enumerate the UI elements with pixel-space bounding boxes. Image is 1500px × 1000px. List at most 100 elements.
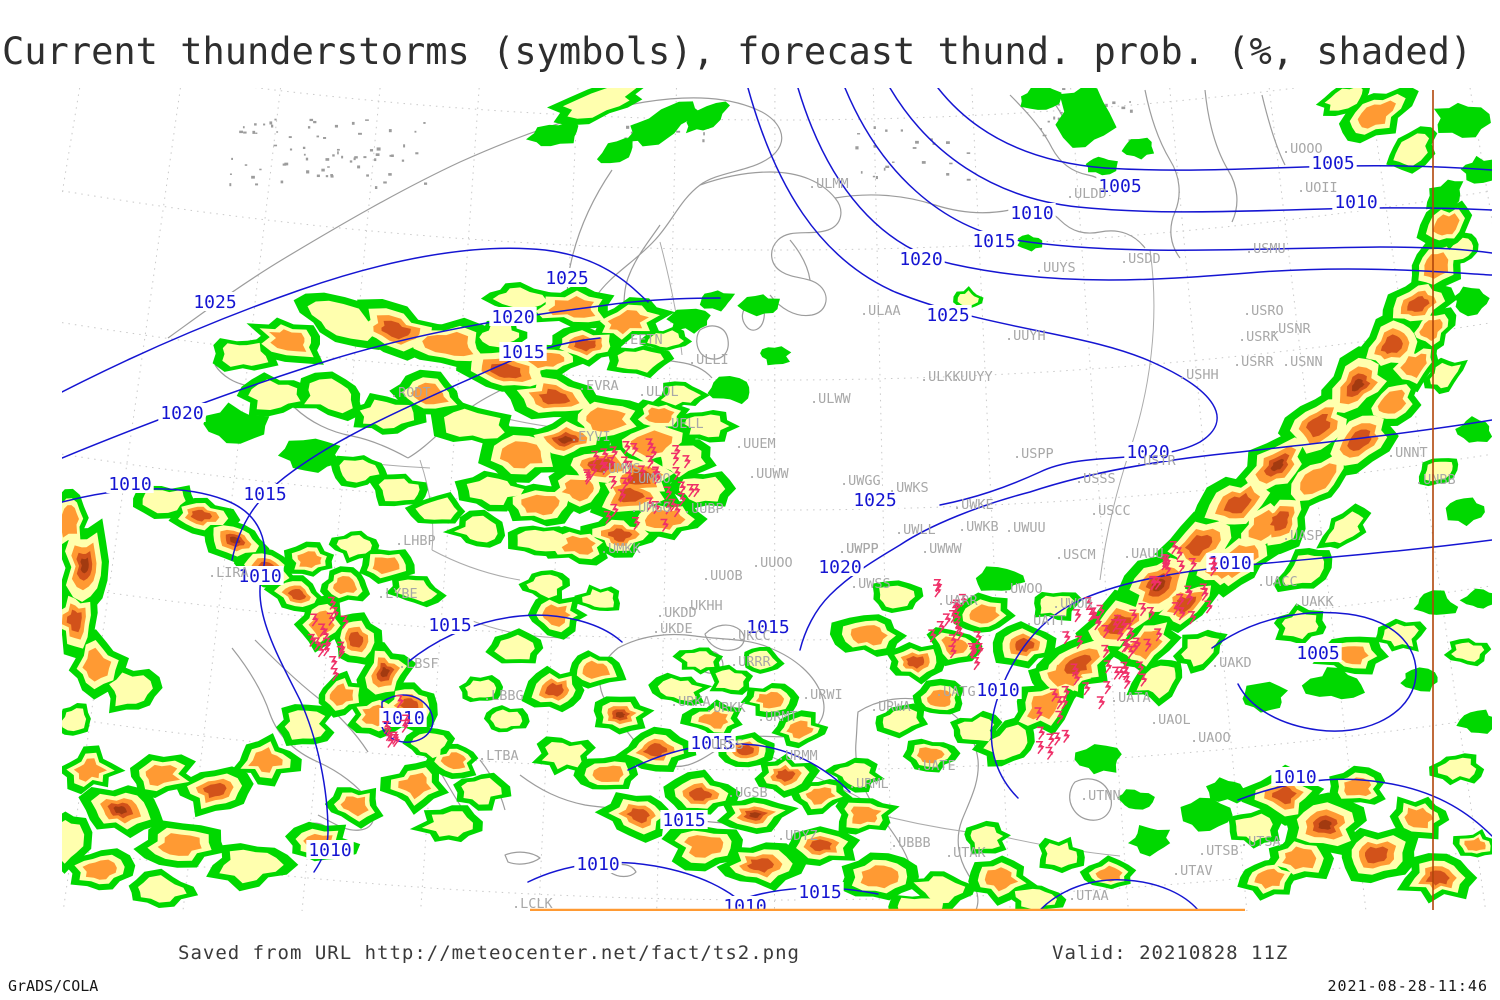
svg-text:.UATE: .UATE xyxy=(915,758,956,774)
timestamp-label: 2021-08-28-11:46 xyxy=(1327,977,1488,995)
svg-text:.UMMS: .UMMS xyxy=(600,461,641,477)
svg-text:.UATT: .UATT xyxy=(1025,613,1066,629)
svg-text:.UUYS: .UUYS xyxy=(1035,260,1076,276)
svg-text:.UOII: .UOII xyxy=(1297,180,1338,196)
svg-text:.LBSF: .LBSF xyxy=(398,656,439,672)
svg-text:.UUOO: .UUOO xyxy=(752,555,793,571)
svg-text:1025: 1025 xyxy=(545,268,588,289)
svg-text:.UUOB: .UUOB xyxy=(702,568,743,584)
svg-text:.UGSB: .UGSB xyxy=(727,785,768,801)
svg-text:1020: 1020 xyxy=(160,403,203,424)
svg-text:.ULMM: .ULMM xyxy=(808,176,849,192)
svg-text:.UUYH: .UUYH xyxy=(1005,328,1046,344)
svg-text:.USTR: .USTR xyxy=(1135,453,1177,469)
svg-text:.UASP: .UASP xyxy=(1282,528,1323,544)
svg-text:.UATA: .UATA xyxy=(1110,690,1151,706)
svg-text:.UMGG: .UMGG xyxy=(630,500,671,516)
svg-text:.LYBE: .LYBE xyxy=(377,586,418,602)
svg-text:.UWUU: .UWUU xyxy=(1005,520,1046,536)
valid-time-label: Valid: 20210828 11Z xyxy=(1052,942,1289,964)
svg-text:.UTAA: .UTAA xyxy=(1068,888,1109,904)
svg-text:1015: 1015 xyxy=(798,882,841,903)
svg-text:.UWKB: .UWKB xyxy=(958,519,999,535)
svg-text:.ULOL: .ULOL xyxy=(638,384,679,400)
svg-text:.USMU: .USMU xyxy=(1245,241,1286,257)
svg-text:.USDD: .USDD xyxy=(1120,251,1161,267)
svg-text:.UBBB: .UBBB xyxy=(890,835,931,851)
svg-text:.UKDE: .UKDE xyxy=(652,621,693,637)
svg-text:.UELL: .UELL xyxy=(663,416,704,432)
svg-text:1010: 1010 xyxy=(1334,192,1377,213)
svg-text:.UNNT: .UNNT xyxy=(1387,445,1428,461)
svg-text:.UKHH: .UKHH xyxy=(682,598,723,614)
svg-text:.ULKK: .ULKK xyxy=(920,369,962,385)
svg-text:1020: 1020 xyxy=(899,249,942,270)
svg-text:.URMM: .URMM xyxy=(777,748,818,764)
svg-text:.UAKD: .UAKD xyxy=(1211,655,1252,671)
svg-text:1015: 1015 xyxy=(428,615,471,636)
svg-text:.URKA: .URKA xyxy=(670,694,711,710)
svg-text:1015: 1015 xyxy=(690,733,733,754)
svg-text:.UAOO: .UAOO xyxy=(1190,730,1231,746)
svg-text:.UWKE: .UWKE xyxy=(953,497,994,513)
map-title: Current thunderstorms (symbols), forecas… xyxy=(2,30,1473,73)
svg-text:.UKDD: .UKDD xyxy=(656,605,697,621)
probability-shading xyxy=(62,88,1492,911)
svg-text:1015: 1015 xyxy=(972,231,1015,252)
svg-text:.USPP: .USPP xyxy=(1013,446,1054,462)
svg-text:.USNN: .USNN xyxy=(1282,354,1323,370)
svg-text:.UUEM: .UUEM xyxy=(735,436,776,452)
svg-text:.RODT: .RODT xyxy=(390,385,431,401)
isobar-labels: 1005 1005 1005 1010 1010 1010 1010 1010 1010 1010… xyxy=(106,153,1380,917)
svg-text:1015: 1015 xyxy=(501,342,544,363)
thunderstorm-symbols xyxy=(307,438,1218,760)
svg-text:.UWKS: .UWKS xyxy=(888,480,929,496)
svg-text:.ULDD: .ULDD xyxy=(1066,186,1107,202)
svg-text:1020: 1020 xyxy=(818,557,861,578)
svg-text:1010: 1010 xyxy=(723,896,766,917)
svg-text:.UWWW: .UWWW xyxy=(921,541,963,557)
svg-text:.USSS: .USSS xyxy=(1075,471,1116,487)
svg-text:.UTNN: .UTNN xyxy=(1080,788,1121,804)
svg-text:.ULAA: .ULAA xyxy=(860,303,901,319)
svg-text:.UTSB: .UTSB xyxy=(1198,843,1239,859)
svg-text:1010: 1010 xyxy=(976,680,1019,701)
svg-text:.UARR: .UARR xyxy=(937,593,979,609)
svg-text:.LHBP: .LHBP xyxy=(395,533,436,549)
svg-text:.UWPP: .UWPP xyxy=(838,541,879,557)
svg-text:.EETN: .EETN xyxy=(622,332,663,348)
svg-text:1020: 1020 xyxy=(491,307,534,328)
svg-text:.USRO: .USRO xyxy=(1243,303,1284,319)
svg-text:.USCC: .USCC xyxy=(1090,503,1131,519)
svg-text:.UMOO: .UMOO xyxy=(630,471,671,487)
svg-text:1025: 1025 xyxy=(926,305,969,326)
svg-text:.UOOO: .UOOO xyxy=(1282,141,1323,157)
svg-text:.USCM: .USCM xyxy=(1055,547,1096,563)
svg-text:.EYVI: .EYVI xyxy=(570,429,611,445)
svg-text:.UWGG: .UWGG xyxy=(840,473,881,489)
svg-text:.EVRA: .EVRA xyxy=(578,378,619,394)
svg-text:.LBBG: .LBBG xyxy=(483,688,524,704)
svg-text:1005: 1005 xyxy=(1098,176,1141,197)
svg-text:1025: 1025 xyxy=(853,490,896,511)
svg-text:.USHH: .USHH xyxy=(1178,367,1219,383)
svg-text:.UWPP: .UWPP xyxy=(838,541,879,557)
svg-text:.UWOO: .UWOO xyxy=(1002,581,1043,597)
svg-text:.USRK: .USRK xyxy=(1238,329,1280,345)
svg-text:1010: 1010 xyxy=(108,474,151,495)
svg-text:.UTSA: .UTSA xyxy=(1240,834,1281,850)
saved-from-url-label: Saved from URL http://meteocenter.net/fa… xyxy=(178,942,800,964)
svg-text:.UWSS: .UWSS xyxy=(850,576,891,592)
svg-text:.UUWW: .UUWW xyxy=(748,466,790,482)
svg-text:.URKK: .URKK xyxy=(705,700,747,716)
svg-text:1025: 1025 xyxy=(193,292,236,313)
svg-text:.USNR: .USNR xyxy=(1270,321,1312,337)
svg-text:.URWA: .URWA xyxy=(870,699,911,715)
svg-text:1010: 1010 xyxy=(1273,767,1316,788)
svg-text:1010: 1010 xyxy=(1010,203,1053,224)
svg-text:.URML: .URML xyxy=(848,776,889,792)
svg-text:.UUYY: .UUYY xyxy=(952,369,993,385)
svg-text:1005: 1005 xyxy=(1311,153,1354,174)
svg-text:.UKCC: .UKCC xyxy=(730,628,771,644)
